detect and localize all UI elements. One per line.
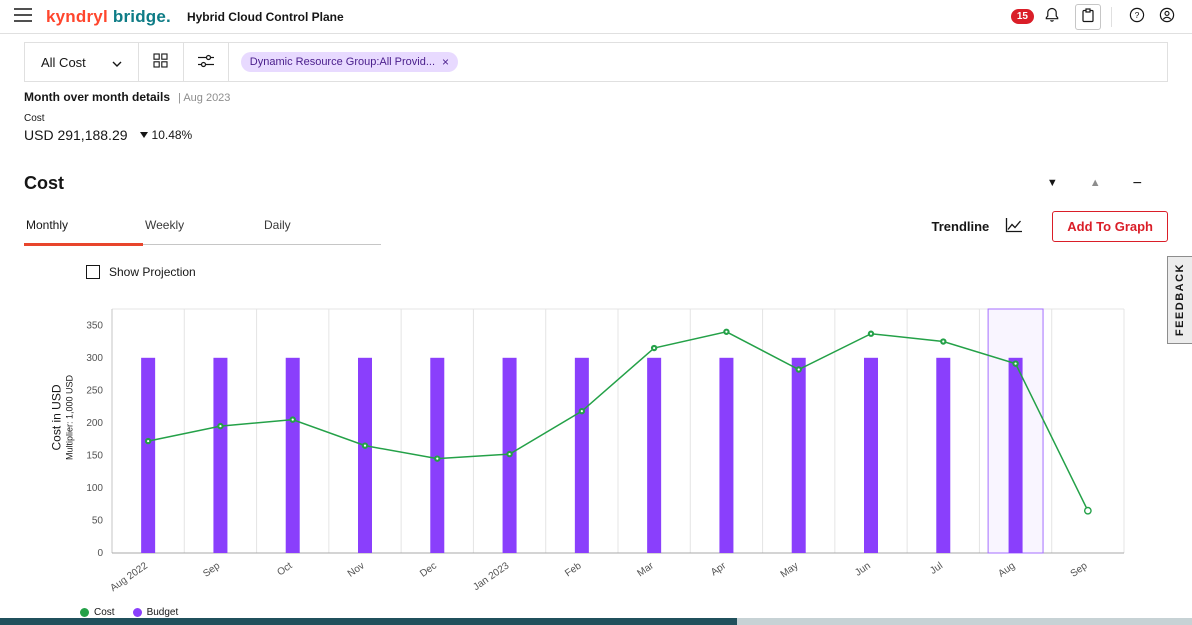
svg-text:Mar: Mar — [635, 560, 656, 579]
summary-delta: 10.48% — [139, 128, 193, 142]
cost-type-dropdown[interactable]: All Cost — [25, 43, 139, 81]
svg-text:Jul: Jul — [928, 560, 945, 576]
svg-text:150: 150 — [86, 450, 103, 461]
help-icon: ? — [1129, 7, 1145, 26]
svg-text:0: 0 — [97, 548, 103, 559]
svg-text:Oct: Oct — [275, 560, 294, 578]
svg-text:Aug 2022: Aug 2022 — [108, 560, 150, 594]
svg-text:Feb: Feb — [563, 560, 584, 579]
sliders-icon — [197, 54, 214, 71]
show-projection-checkbox[interactable] — [86, 265, 100, 279]
notifications-button[interactable] — [1037, 2, 1067, 32]
group-view-button[interactable] — [139, 43, 184, 81]
clipboard-icon — [1081, 7, 1095, 26]
svg-text:Sep: Sep — [201, 560, 222, 579]
svg-text:100: 100 — [86, 483, 103, 494]
chevron-down-icon — [112, 55, 122, 70]
cost-type-dropdown-value: All Cost — [41, 54, 86, 70]
cost-chart-container: Cost in USD Multiplier: 1,000 USD 0 50 100… — [40, 297, 1192, 607]
bell-icon — [1044, 7, 1060, 26]
scrollbar-thumb[interactable] — [0, 618, 737, 625]
notification-count-badge: 15 — [1010, 9, 1034, 24]
summary-title: Month over month details — [24, 90, 171, 104]
cost-section-header: Cost ▼ ▲ − — [24, 173, 1168, 194]
tab-weekly[interactable]: Weekly — [143, 208, 262, 246]
minimize-icon[interactable]: − — [1132, 174, 1142, 192]
legend-item-budget[interactable]: Budget — [132, 607, 178, 618]
help-button[interactable]: ? — [1122, 2, 1152, 32]
grid-icon — [153, 53, 168, 71]
svg-text:350: 350 — [86, 320, 103, 331]
svg-text:300: 300 — [86, 353, 103, 364]
user-avatar-icon — [1159, 7, 1175, 26]
topbar-actions: 15 ? — [1010, 2, 1182, 32]
hamburger-icon — [14, 8, 32, 25]
tab-daily[interactable]: Daily — [262, 208, 381, 246]
logo-kyndryl: kyndryl — [46, 6, 108, 26]
svg-text:Dec: Dec — [418, 560, 439, 579]
chart-tabs-row: Monthly Weekly Daily Trendline Add To Gr… — [24, 208, 1168, 246]
svg-text:250: 250 — [86, 385, 103, 396]
show-projection-label: Show Projection — [109, 265, 196, 279]
chart-legend: Cost Budget — [80, 607, 1192, 618]
interval-tabs: Monthly Weekly Daily — [24, 208, 381, 246]
filter-settings-button[interactable] — [184, 43, 229, 81]
show-projection-row: Show Projection — [86, 265, 1192, 279]
svg-text:?: ? — [1135, 10, 1140, 20]
decrease-triangle-icon — [139, 132, 148, 138]
feedback-label: FEEDBACK — [1174, 263, 1186, 337]
summary-delta-value: 10.48% — [151, 128, 193, 142]
add-to-graph-button[interactable]: Add To Graph — [1052, 211, 1168, 242]
cost-budget-chart[interactable]: 0 50 100 150 200 250 300 350 Aug 2022 Sep Oct Nov De… — [54, 297, 1139, 607]
month-over-month-summary: Month over month details | Aug 2023 Cost… — [24, 90, 1168, 143]
top-navigation-bar: kyndryl bridge. Hybrid Cloud Control Pla… — [0, 0, 1192, 34]
svg-text:May: May — [779, 560, 801, 580]
trendline-label: Trendline — [931, 219, 990, 234]
filter-toolbar: All Cost Dynamic Resource Group:All Prov… — [24, 42, 1168, 82]
tab-monthly[interactable]: Monthly — [24, 208, 143, 246]
svg-text:200: 200 — [86, 418, 103, 429]
feedback-tab[interactable]: FEEDBACK — [1167, 256, 1192, 344]
kyndryl-bridge-logo: kyndryl bridge. — [46, 7, 171, 27]
summary-period: | Aug 2023 — [178, 92, 231, 104]
svg-text:Jun: Jun — [853, 560, 873, 578]
budget-legend-dot — [132, 608, 142, 617]
cost-legend-dot — [80, 608, 89, 617]
svg-text:Jan 2023: Jan 2023 — [471, 560, 511, 593]
caret-up-icon[interactable]: ▲ — [1089, 177, 1101, 189]
horizontal-scrollbar[interactable] — [0, 618, 1192, 625]
tasks-button[interactable] — [1075, 3, 1101, 30]
svg-text:Apr: Apr — [709, 560, 729, 578]
tag-close-icon[interactable]: × — [442, 55, 450, 69]
svg-text:Sep: Sep — [1069, 560, 1090, 579]
section-controls: ▼ ▲ − — [1046, 174, 1142, 192]
account-button[interactable] — [1152, 2, 1182, 32]
summary-cost-label: Cost — [24, 113, 45, 124]
y-axis-title: Cost in USD Multiplier: 1,000 USD — [49, 374, 75, 461]
chart-actions: Trendline Add To Graph — [931, 211, 1168, 242]
svg-text:Nov: Nov — [346, 560, 367, 579]
trendline-toggle-button[interactable] — [1001, 217, 1026, 236]
trendline-chart-icon — [1005, 217, 1023, 236]
logo-bridge: bridge. — [112, 6, 171, 26]
filter-tag[interactable]: Dynamic Resource Group:All Provid... × — [240, 52, 459, 72]
topbar-divider — [1111, 6, 1112, 27]
svg-text:Aug: Aug — [996, 560, 1017, 579]
filter-tag-label: Dynamic Resource Group:All Provid... — [249, 56, 436, 68]
summary-cost-value: USD 291,188.29 — [24, 127, 128, 143]
legend-item-cost[interactable]: Cost — [80, 607, 115, 618]
menu-button[interactable] — [0, 0, 46, 33]
svg-text:50: 50 — [92, 515, 104, 526]
caret-down-icon[interactable]: ▼ — [1046, 177, 1058, 189]
app-title: Hybrid Cloud Control Plane — [186, 9, 344, 24]
section-title: Cost — [24, 173, 64, 193]
